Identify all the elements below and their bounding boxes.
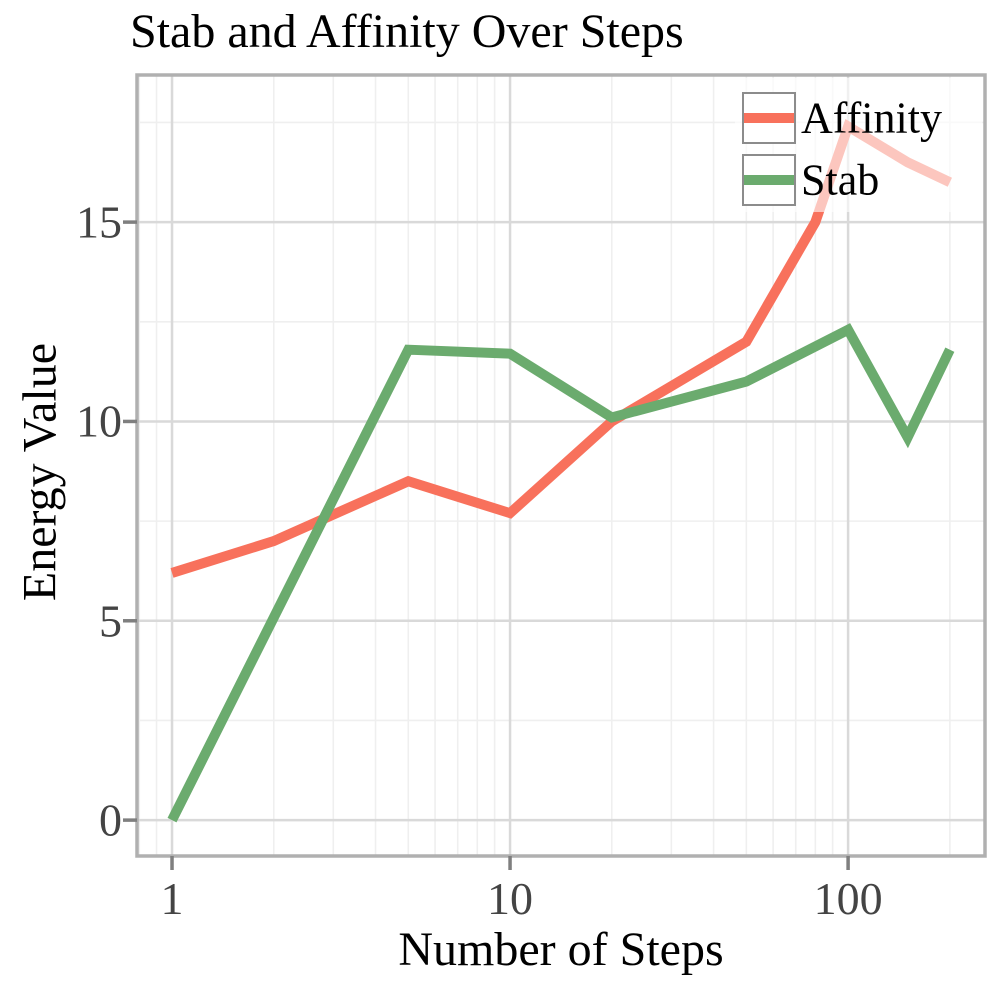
x-tick-label: 10: [487, 873, 534, 924]
major-gridlines: [137, 75, 985, 856]
y-tick-label: 15: [76, 196, 122, 248]
y-tick-label: 0: [99, 794, 122, 846]
x-axis-label: Number of Steps: [398, 923, 724, 976]
legend-key-affinity: [742, 92, 796, 144]
stab-line-sample: [744, 175, 794, 185]
y-tick-label: 5: [99, 595, 122, 647]
legend-label-affinity: Affinity: [801, 93, 942, 143]
affinity-line-sample: [744, 113, 794, 123]
y-axis-label: Energy Value: [13, 342, 67, 602]
y-tick-label: 10: [76, 395, 122, 447]
x-tick-label: 1: [160, 873, 184, 924]
legend-label-stab: Stab: [801, 155, 880, 205]
x-tick-label: 100: [813, 873, 883, 924]
stab-line: [167, 323, 955, 823]
axis-ticks: [123, 220, 850, 870]
legend: Affinity Stab: [735, 78, 982, 212]
panel-border: [135, 73, 987, 858]
chart-title: Stab and Affinity Over Steps: [130, 5, 684, 58]
legend-key-stab: [742, 154, 796, 206]
